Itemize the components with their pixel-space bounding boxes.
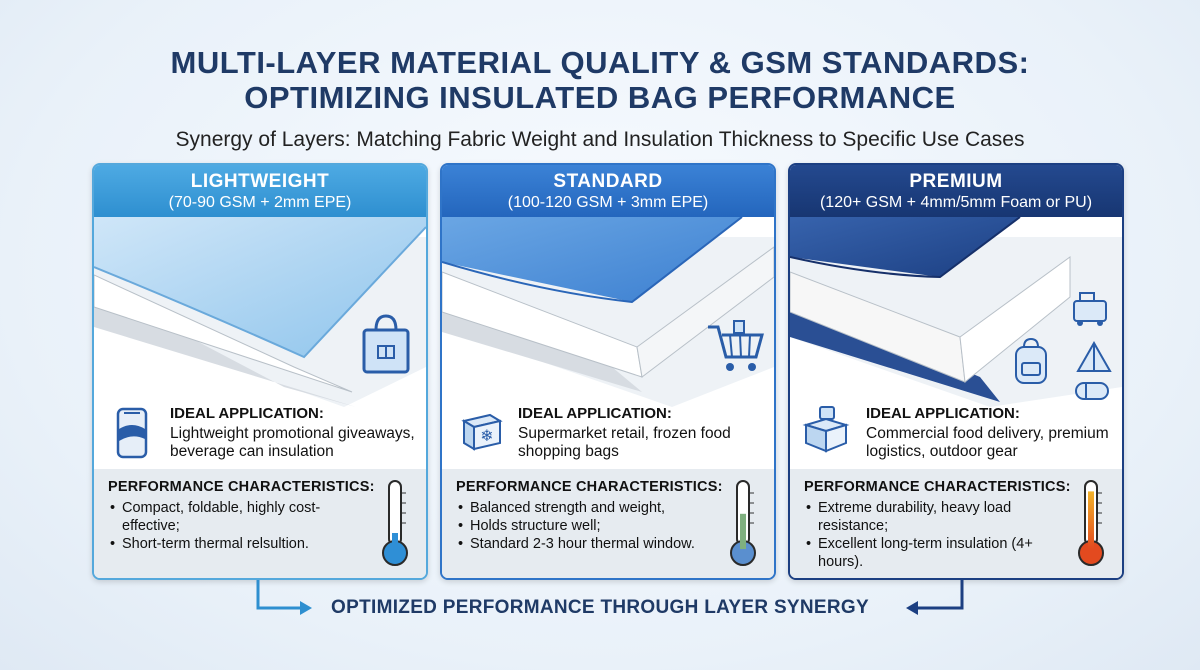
thermometer-icon [382, 480, 408, 566]
card-spec: (120+ GSM + 4mm/5mm Foam or PU) [819, 194, 1093, 211]
lightweight-card: LIGHTWEIGHT (70-90 GSM + 2mm EPE) [92, 163, 428, 580]
page-title-line-1: MULTI-LAYER MATERIAL QUALITY & GSM STAND… [170, 45, 1030, 80]
card-name: PREMIUM [909, 171, 1003, 192]
material-layers-illustration [442, 217, 774, 407]
card-name: STANDARD [553, 171, 663, 192]
frozen-box-icon: ❄ [461, 413, 503, 451]
material-layers-illustration [94, 217, 426, 407]
tent-icon [1076, 340, 1112, 372]
performance-item: Standard 2-3 hour thermal window. [456, 535, 696, 553]
card-header: STANDARD (100-120 GSM + 3mm EPE) [442, 165, 774, 217]
performance-item: Extreme durability, heavy load resistanc… [804, 499, 1044, 535]
backpack-icon [1015, 337, 1047, 384]
footer-caption: OPTIMIZED PERFORMANCE THROUGH LAYER SYNE… [331, 597, 869, 618]
shopping-cart-icon [708, 320, 764, 371]
sleeping-bag-icon [1075, 382, 1109, 400]
performance-title: PERFORMANCE CHARACTERISTICS: [456, 479, 723, 495]
performance-item: Excellent long-term insulation (4+ hours… [804, 535, 1044, 571]
application-title: IDEAL APPLICATION: [170, 405, 324, 422]
ideal-application: ❄ IDEAL APPLICATION: Supermarket retail,… [442, 405, 774, 469]
application-text: Supermarket retail, frozen food shopping… [518, 425, 731, 460]
cooler-icon [1073, 292, 1107, 326]
card-header: PREMIUM (120+ GSM + 4mm/5mm Foam or PU) [790, 165, 1122, 217]
application-text: Lightweight promotional giveaways, bever… [170, 425, 415, 460]
card-spec: (70-90 GSM + 2mm EPE) [168, 194, 352, 211]
performance-title: PERFORMANCE CHARACTERISTICS: [108, 479, 375, 495]
card-header: LIGHTWEIGHT (70-90 GSM + 2mm EPE) [94, 165, 426, 217]
application-text: Commercial food delivery, premium logist… [866, 425, 1109, 460]
application-title: IDEAL APPLICATION: [866, 405, 1020, 422]
performance-item: Balanced strength and weight, [456, 499, 696, 517]
ideal-application: IDEAL APPLICATION: Commercial food deliv… [790, 405, 1122, 469]
performance-title: PERFORMANCE CHARACTERISTICS: [804, 479, 1071, 495]
tote-bag-icon [362, 314, 410, 374]
performance-characteristics: PERFORMANCE CHARACTERISTICS: Extreme dur… [790, 469, 1122, 578]
performance-characteristics: PERFORMANCE CHARACTERISTICS: Compact, fo… [94, 469, 426, 578]
ideal-application: IDEAL APPLICATION: Lightweight promotion… [94, 405, 426, 469]
performance-item: Short-term thermal relsultion. [108, 535, 348, 553]
performance-item: Compact, foldable, highly cost-effective… [108, 499, 348, 535]
beverage-can-icon [116, 407, 148, 459]
performance-item: Holds structure well; [456, 517, 696, 535]
premium-card: PREMIUM (120+ GSM + 4mm/5mm Foam or PU) [788, 163, 1124, 580]
standard-card: STANDARD (100-120 GSM + 3mm EPE) [440, 163, 776, 580]
performance-characteristics: PERFORMANCE CHARACTERISTICS: Balanced st… [442, 469, 774, 578]
application-title: IDEAL APPLICATION: [518, 405, 672, 422]
thermometer-icon [730, 480, 756, 566]
delivery-box-icon [802, 406, 850, 453]
card-name: LIGHTWEIGHT [190, 171, 330, 192]
page-title-line-2: OPTIMIZING INSULATED BAG PERFORMANCE [244, 80, 956, 115]
thermometer-icon [1078, 480, 1104, 566]
card-spec: (100-120 GSM + 3mm EPE) [507, 194, 709, 211]
material-layers-illustration [790, 217, 1122, 407]
svg-text:❄: ❄ [480, 426, 493, 445]
page-subtitle: Synergy of Layers: Matching Fabric Weigh… [175, 128, 1025, 151]
